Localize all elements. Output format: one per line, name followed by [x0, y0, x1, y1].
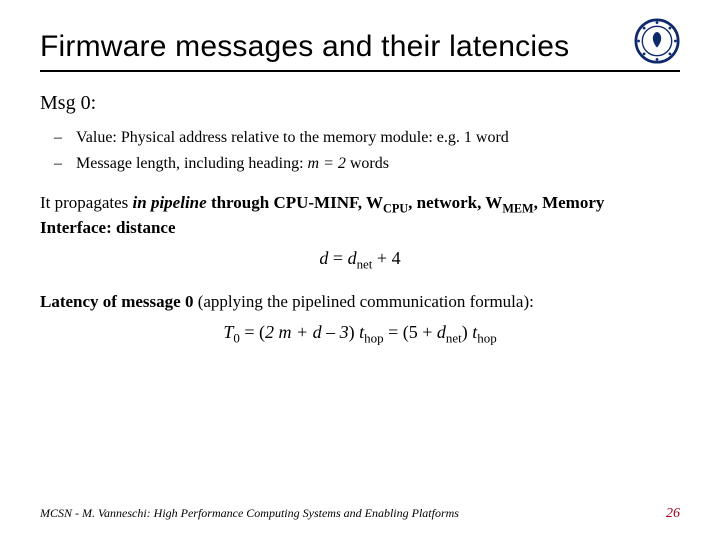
bullet-prefix: Message length, including heading:	[76, 155, 308, 172]
text-italic: in pipeline	[133, 193, 207, 212]
latency-paragraph: Latency of message 0 (applying the pipel…	[40, 291, 680, 314]
sub: hop	[477, 331, 496, 346]
sub: hop	[364, 331, 383, 346]
msg-heading: Msg 0:	[40, 90, 680, 117]
slide-title: Firmware messages and their latencies	[40, 30, 569, 64]
op: = (	[240, 322, 265, 342]
bullet-list: Value: Physical address relative to the …	[40, 127, 680, 174]
var: d	[437, 322, 446, 342]
sub: net	[357, 257, 373, 272]
footer: MCSN - M. Vanneschi: High Performance Co…	[40, 506, 680, 522]
text: Latency of message 0	[40, 292, 198, 311]
bullet-text: Value: Physical address relative to the …	[76, 129, 509, 146]
op: =	[328, 248, 347, 268]
list-item: Message length, including heading: m = 2…	[76, 153, 680, 175]
expr: 2 m + d – 3	[265, 322, 349, 342]
sub: net	[446, 331, 462, 346]
op: = (	[384, 322, 409, 342]
text: through CPU-MINF, W	[207, 193, 383, 212]
sub: CPU	[383, 202, 408, 216]
var: d	[348, 248, 357, 268]
num: 5 +	[409, 322, 437, 342]
num: 4	[392, 248, 401, 268]
slide: Firmware messages and their latencies Ms…	[0, 0, 720, 540]
page-number: 26	[666, 506, 680, 522]
sub: MEM	[502, 202, 533, 216]
text: It propagates	[40, 193, 133, 212]
text: (applying the pipelined communication fo…	[198, 292, 534, 311]
header: Firmware messages and their latencies	[40, 18, 680, 72]
op: )	[349, 322, 360, 342]
text: , network, W	[408, 193, 502, 212]
bullet-suffix: words	[346, 155, 389, 172]
slide-body: Msg 0: Value: Physical address relative …	[40, 90, 680, 347]
op: +	[372, 248, 391, 268]
var: T	[223, 322, 233, 342]
list-item: Value: Physical address relative to the …	[76, 127, 680, 149]
var-m: m	[308, 155, 320, 172]
university-seal-icon	[634, 18, 680, 64]
equation-latency: T0 = (2 m + d – 3) thop = (5 + dnet) tho…	[40, 320, 680, 347]
pipeline-paragraph: It propagates in pipeline through CPU-MI…	[40, 192, 680, 240]
eq-part: = 2	[319, 155, 346, 172]
op: )	[462, 322, 473, 342]
footer-text: MCSN - M. Vanneschi: High Performance Co…	[40, 506, 459, 521]
equation-distance: d = dnet + 4	[40, 246, 680, 273]
